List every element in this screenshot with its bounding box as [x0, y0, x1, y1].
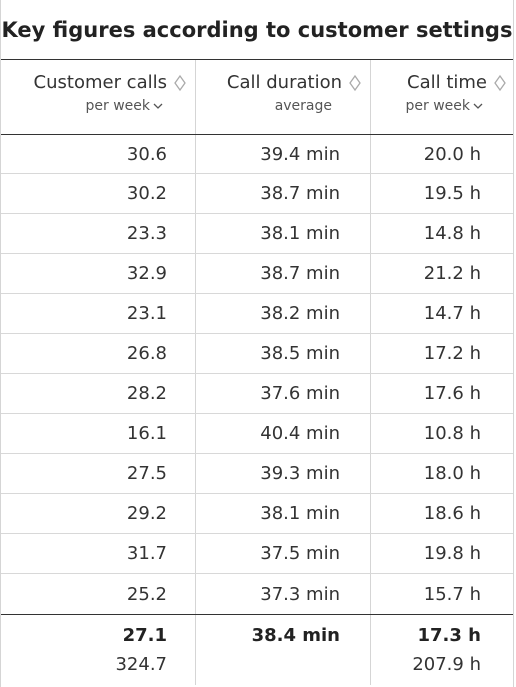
- table-row: 30.6 39.4 min 20.0 h: [1, 135, 513, 174]
- table-row: 25.2 37.3 min 15.7 h: [1, 574, 513, 614]
- cell-call-duration: 37.5 min: [196, 534, 371, 573]
- table-row: 31.7 37.5 min 19.8 h: [1, 534, 513, 574]
- cell-customer-calls: 25.2: [1, 574, 196, 614]
- cell-call-time: 17.2 h: [423, 343, 481, 364]
- cell-call-duration: 39.3 min: [196, 454, 371, 493]
- table-footer: 27.1 324.7 38.4 min 17.3 h 207.9 h: [1, 614, 513, 685]
- average-value: 38.4 min: [251, 625, 340, 646]
- cell-call-duration: 38.1 min: [196, 494, 371, 533]
- cell-call-duration: 37.3 min: [196, 574, 371, 614]
- table-body: 30.6 39.4 min 20.0 h 30.2 38.7 min 19.5 h 23…: [1, 135, 513, 614]
- average-value: 27.1: [122, 625, 167, 646]
- column-sublabel: per week: [85, 98, 151, 114]
- cell-customer-calls: 16.1: [1, 414, 196, 453]
- table-row: 26.8 38.5 min 17.2 h: [1, 334, 513, 374]
- cell-customer-calls: 32.9: [1, 254, 196, 293]
- table-header: Customer calls per week Call duration: [1, 60, 513, 135]
- column-sublabel: average: [274, 98, 332, 114]
- cell-customer-calls: 29.2: [1, 494, 196, 533]
- chevron-down-icon[interactable]: [473, 102, 483, 110]
- cell-call-time: 17.6 h: [423, 383, 481, 404]
- cell-call-time: 19.5 h: [423, 183, 481, 204]
- table-row: 23.3 38.1 min 14.8 h: [1, 214, 513, 254]
- column-header-call-duration[interactable]: Call duration average: [196, 60, 371, 134]
- cell-call-time: 21.2 h: [423, 263, 481, 284]
- table-row: 23.1 38.2 min 14.7 h: [1, 294, 513, 334]
- sort-diamond-icon[interactable]: [173, 73, 187, 93]
- sort-diamond-icon[interactable]: [348, 73, 362, 93]
- cell-customer-calls: 23.1: [1, 294, 196, 333]
- cell-call-time: 14.7 h: [423, 303, 481, 324]
- footer-customer-calls: 27.1 324.7: [1, 615, 196, 685]
- table-title: Key figures according to customer settin…: [1, 0, 513, 60]
- cell-call-duration: 37.6 min: [196, 374, 371, 413]
- cell-customer-calls: 23.3: [1, 214, 196, 253]
- table-row: 28.2 37.6 min 17.6 h: [1, 374, 513, 414]
- cell-call-duration: 38.7 min: [196, 254, 371, 293]
- cell-customer-calls: 27.5: [1, 454, 196, 493]
- column-header-customer-calls[interactable]: Customer calls per week: [1, 60, 196, 134]
- table-row: 30.2 38.7 min 19.5 h: [1, 174, 513, 214]
- footer-call-time: 17.3 h 207.9 h: [371, 615, 515, 685]
- cell-call-duration: 38.1 min: [196, 214, 371, 253]
- cell-call-duration: 38.7 min: [196, 174, 371, 213]
- column-label: Call time: [407, 72, 487, 93]
- column-label: Customer calls: [33, 72, 167, 93]
- cell-call-time: 19.8 h: [423, 543, 481, 564]
- total-value: 324.7: [115, 654, 167, 675]
- cell-customer-calls: 30.6: [1, 135, 196, 173]
- column-label: Call duration: [226, 72, 342, 93]
- table-row: 27.5 39.3 min 18.0 h: [1, 454, 513, 494]
- cell-call-time: 20.0 h: [423, 143, 481, 165]
- total-value: 207.9 h: [412, 654, 481, 675]
- table-row: 32.9 38.7 min 21.2 h: [1, 254, 513, 294]
- cell-call-time: 15.7 h: [423, 583, 481, 605]
- table-row: 16.1 40.4 min 10.8 h: [1, 414, 513, 454]
- cell-call-time: 10.8 h: [423, 423, 481, 444]
- cell-customer-calls: 26.8: [1, 334, 196, 373]
- column-sublabel: per week: [405, 98, 471, 114]
- average-value: 17.3 h: [417, 625, 482, 646]
- cell-customer-calls: 28.2: [1, 374, 196, 413]
- cell-call-duration: 39.4 min: [196, 135, 371, 173]
- footer-call-duration: 38.4 min: [196, 615, 371, 685]
- cell-call-time: 18.0 h: [423, 463, 481, 484]
- cell-call-duration: 38.2 min: [196, 294, 371, 333]
- cell-call-time: 18.6 h: [423, 503, 481, 524]
- column-header-call-time[interactable]: Call time per week: [371, 60, 515, 134]
- cell-customer-calls: 30.2: [1, 174, 196, 213]
- cell-call-time: 14.8 h: [423, 223, 481, 244]
- chevron-down-icon[interactable]: [153, 102, 163, 110]
- cell-call-duration: 38.5 min: [196, 334, 371, 373]
- sort-diamond-icon[interactable]: [493, 73, 507, 93]
- cell-customer-calls: 31.7: [1, 534, 196, 573]
- table-row: 29.2 38.1 min 18.6 h: [1, 494, 513, 534]
- cell-call-duration: 40.4 min: [196, 414, 371, 453]
